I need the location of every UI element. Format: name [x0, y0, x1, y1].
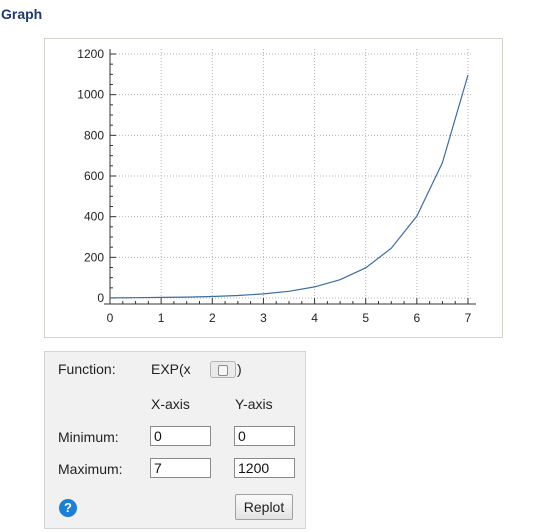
y-tick-label: 200: [84, 250, 104, 264]
plot-controls: Function: EXP(x ) X-axis Y-axis Minimum:…: [44, 351, 306, 529]
x-tick-label: 0: [107, 311, 114, 325]
function-select[interactable]: [210, 361, 236, 378]
minimum-label: Minimum:: [58, 429, 119, 445]
x-tick-label: 5: [362, 311, 369, 325]
function-prefix: EXP(x: [151, 361, 191, 377]
x-tick-label: 4: [311, 311, 318, 325]
maximum-label: Maximum:: [58, 461, 123, 477]
yaxis-header: Y-axis: [235, 396, 273, 412]
x-minimum-input[interactable]: [150, 426, 211, 446]
question-circle-icon[interactable]: ?: [59, 499, 77, 517]
page-title: Graph: [1, 6, 42, 22]
series-line: [110, 75, 468, 298]
exp-chart: 0 200 400 600 800 1000 1200 0 1 2 3 4 5 6 7: [45, 39, 504, 339]
y-tick-label: 0: [97, 291, 104, 305]
y-tick-label: 800: [84, 128, 104, 142]
y-tick-label: 600: [84, 169, 104, 183]
graph-panel: 0 200 400 600 800 1000 1200 0 1 2 3 4 5 6 7: [44, 38, 503, 338]
y-tick-label: 400: [84, 210, 104, 224]
y-maximum-input[interactable]: [234, 458, 295, 478]
y-minimum-input[interactable]: [234, 426, 295, 446]
x-tick-label: 2: [209, 311, 216, 325]
function-label: Function:: [58, 361, 116, 377]
x-tick-label: 7: [465, 311, 472, 325]
replot-button[interactable]: Replot: [235, 494, 293, 520]
y-tick-label: 1000: [77, 88, 104, 102]
x-tick-label: 1: [158, 311, 165, 325]
function-suffix: ): [237, 361, 242, 377]
xaxis-header: X-axis: [151, 396, 190, 412]
x-maximum-input[interactable]: [150, 458, 211, 478]
x-tick-label: 3: [260, 311, 267, 325]
y-tick-label: 1200: [77, 47, 104, 61]
x-tick-label: 6: [414, 311, 421, 325]
